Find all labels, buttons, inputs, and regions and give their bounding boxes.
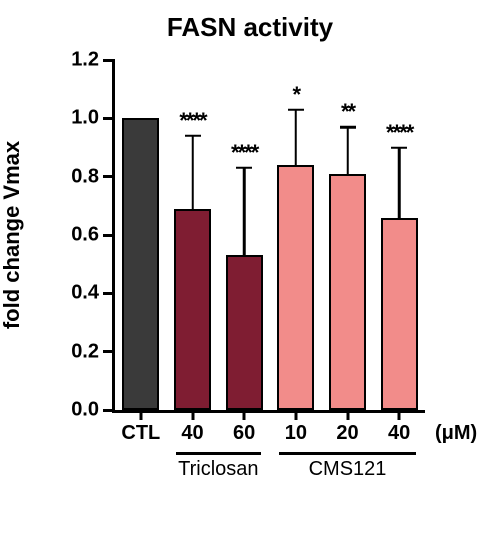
plot-area: *************** 0.00.20.40.60.81.01.2CTL… [112, 60, 425, 413]
y-tick-label: 1.0 [71, 107, 99, 130]
x-tick [191, 410, 194, 420]
y-tick [103, 409, 115, 412]
x-tick [243, 410, 246, 420]
significance-label: * [293, 82, 300, 108]
error-bar [398, 148, 401, 218]
x-tick-label: 40 [388, 422, 410, 445]
significance-label: ** [341, 99, 354, 125]
x-tick [294, 410, 297, 420]
y-tick [103, 117, 115, 120]
error-bar [295, 110, 298, 165]
y-tick-label: 0.6 [71, 224, 99, 247]
error-bar [346, 127, 349, 174]
bar [329, 174, 366, 410]
error-cap [391, 146, 407, 149]
x-unit-label: (μM) [435, 422, 477, 445]
error-bar [191, 136, 194, 209]
bar [122, 118, 159, 410]
group-bracket [176, 452, 261, 455]
error-cap [288, 108, 304, 111]
significance-label: **** [386, 120, 412, 146]
x-tick-label: 10 [285, 422, 307, 445]
chart-container: FASN activity fold change Vmax *********… [0, 0, 500, 547]
bar [381, 218, 418, 411]
bar [277, 165, 314, 410]
y-tick-label: 0.8 [71, 165, 99, 188]
y-tick [103, 175, 115, 178]
x-tick-label: CTL [121, 422, 160, 445]
y-tick-label: 0.4 [71, 282, 99, 305]
x-tick-label: 40 [181, 422, 203, 445]
y-tick [103, 350, 115, 353]
error-bar [243, 168, 246, 256]
group-label: CMS121 [309, 458, 387, 481]
bar [174, 209, 211, 410]
y-tick [103, 59, 115, 62]
y-tick-label: 1.2 [71, 49, 99, 72]
error-cap [185, 135, 201, 138]
bar [226, 255, 263, 410]
y-tick [103, 292, 115, 295]
error-cap [236, 167, 252, 170]
chart-title: FASN activity [0, 12, 500, 43]
significance-label: **** [231, 140, 257, 166]
x-tick [398, 410, 401, 420]
group-bracket [279, 452, 416, 455]
x-tick-label: 60 [233, 422, 255, 445]
x-tick [139, 410, 142, 420]
bars-layer: *************** [115, 60, 425, 410]
x-tick-label: 20 [336, 422, 358, 445]
significance-label: **** [179, 108, 205, 134]
error-cap [340, 126, 356, 129]
y-axis-label: fold change Vmax [0, 141, 25, 329]
y-tick [103, 234, 115, 237]
y-tick-label: 0.2 [71, 340, 99, 363]
y-tick-label: 0.0 [71, 399, 99, 422]
group-label: Triclosan [178, 458, 258, 481]
x-tick [346, 410, 349, 420]
